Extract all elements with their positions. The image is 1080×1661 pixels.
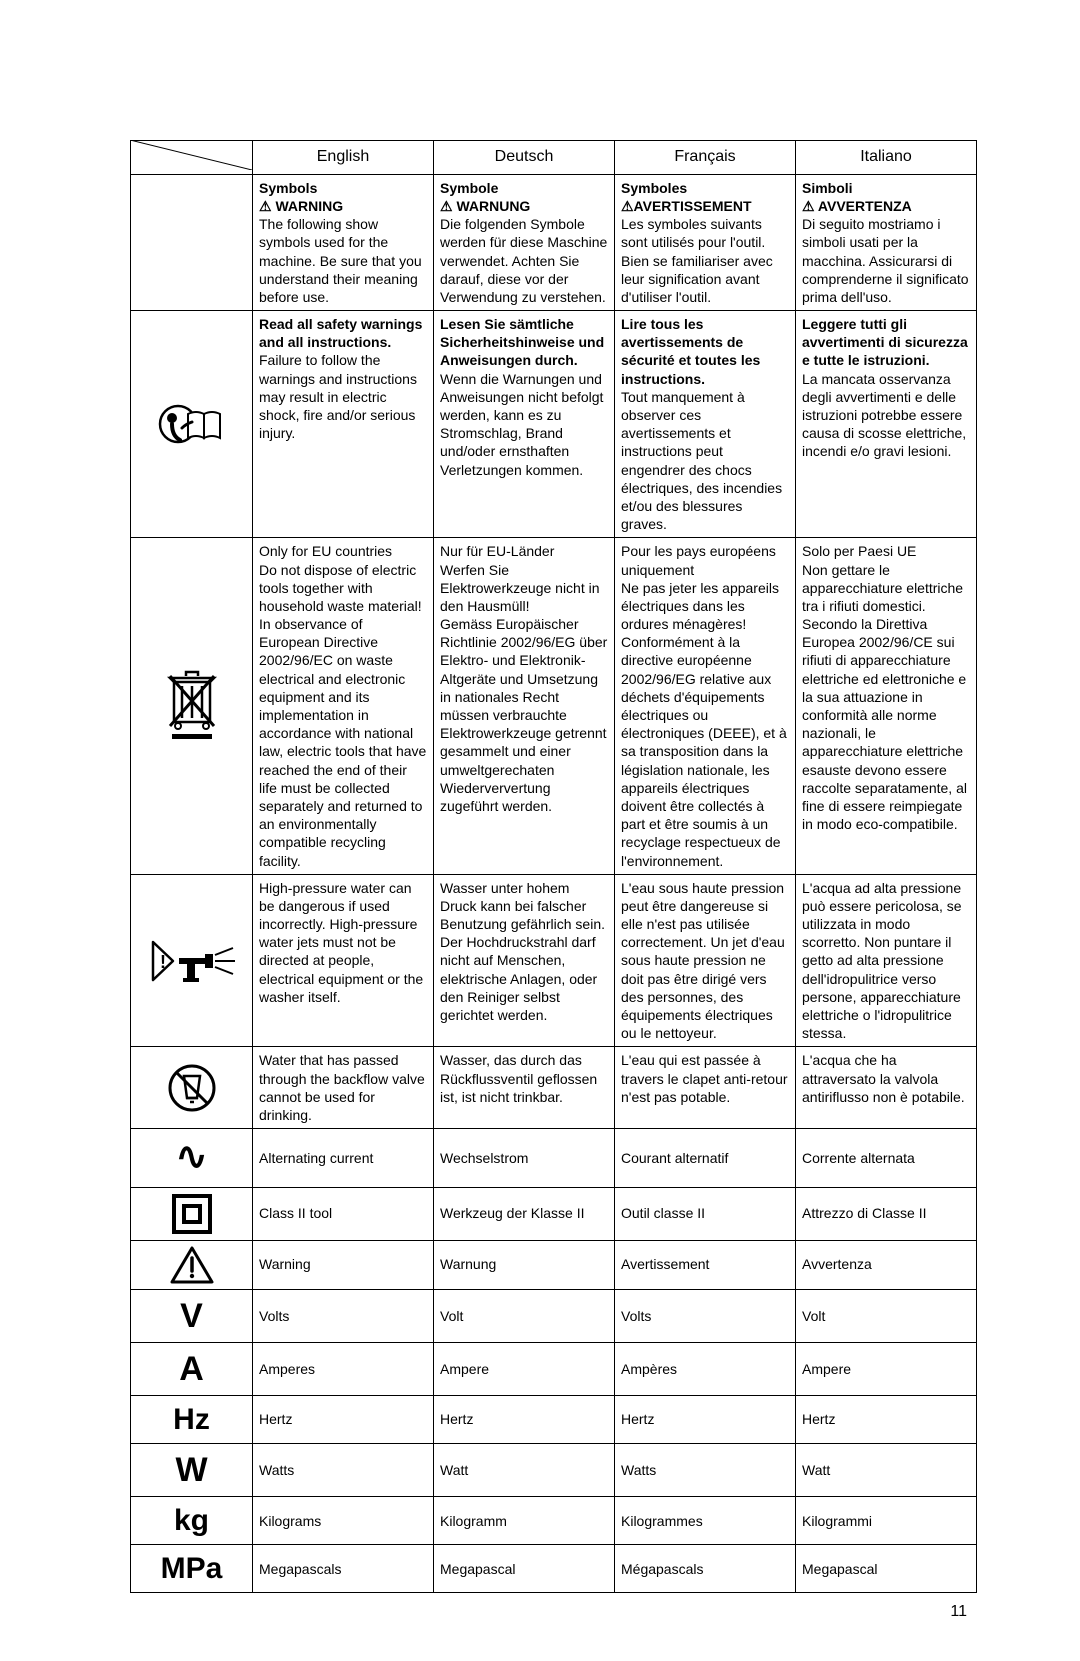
cell-de: Warnung [434,1240,615,1289]
cell-fr: Mégapascals [615,1545,796,1593]
cell-fr: L'eau sous haute pression peut être dang… [615,874,796,1047]
header-icon-cell [131,141,253,175]
cell-fr: L'eau qui est passée à travers le clapet… [615,1047,796,1129]
cell-fr: Avertissement [615,1240,796,1289]
cell-fr: Pour les pays européens uniquementNe pas… [615,538,796,874]
cell-it: Simboli⚠ AVVERTENZADi seguito mostriamo … [796,174,977,310]
symbol-cell: ! [131,874,253,1047]
table-row: WarningWarnungAvertissementAvvertenza [131,1240,977,1289]
cell-de: Watt [434,1443,615,1496]
cell-en: Volts [253,1289,434,1342]
symbol-cell [131,1047,253,1129]
table-row: Symbols⚠ WARNINGThe following show symbo… [131,174,977,310]
cell-en: Water that has passed through the backfl… [253,1047,434,1129]
cell-de: Nur für EU-LänderWerfen Sie Elektrowerkz… [434,538,615,874]
cell-en: High-pressure water can be dangerous if … [253,874,434,1047]
table-row: Class II toolWerkzeug der Klasse IIOutil… [131,1187,977,1240]
cell-de: Lesen Sie sämtliche Sicherheitshinweise … [434,311,615,538]
cell-fr: Volts [615,1289,796,1342]
table-row: Water that has passed through the backfl… [131,1047,977,1129]
cell-en: Only for EU countriesDo not dispose of e… [253,538,434,874]
cell-it: Ampere [796,1342,977,1395]
symbol-cell [131,1187,253,1240]
cell-en: Amperes [253,1342,434,1395]
cell-de: Kilogramm [434,1497,615,1545]
cell-it: L'acqua ad alta pressione può essere per… [796,874,977,1047]
symbol-cell [131,174,253,310]
cell-de: Ampere [434,1342,615,1395]
table-row: HzHertzHertzHertzHertz [131,1395,977,1443]
cell-de: Symbole⚠ WARNUNGDie folgenden Symbole we… [434,174,615,310]
cell-en: Alternating current [253,1129,434,1187]
table-row: WWattsWattWattsWatt [131,1443,977,1496]
symbol-cell: kg [131,1497,253,1545]
cell-en: Warning [253,1240,434,1289]
symbol-cell [131,1240,253,1289]
svg-text:!: ! [160,952,166,972]
cell-it: Hertz [796,1395,977,1443]
cell-en: Watts [253,1443,434,1496]
cell-fr: Hertz [615,1395,796,1443]
cell-it: Megapascal [796,1545,977,1593]
cell-en: Kilograms [253,1497,434,1545]
symbol-cell: MPa [131,1545,253,1593]
symbol-cell: ∿ [131,1129,253,1187]
cell-it: Leggere tutti gli avvertimenti di sicure… [796,311,977,538]
cell-it: Avvertenza [796,1240,977,1289]
cell-en: Read all safety warnings and all instruc… [253,311,434,538]
cell-it: Watt [796,1443,977,1496]
header-it: Italiano [796,141,977,175]
cell-fr: Kilogrammes [615,1497,796,1545]
cell-it: Volt [796,1289,977,1342]
header-en: English [253,141,434,175]
cell-fr: Outil classe II [615,1187,796,1240]
cell-it: Corrente alternata [796,1129,977,1187]
cell-en: Class II tool [253,1187,434,1240]
header-de: Deutsch [434,141,615,175]
cell-de: Hertz [434,1395,615,1443]
symbol-cell: W [131,1443,253,1496]
cell-de: Wasser, das durch das Rückflussventil ge… [434,1047,615,1129]
symbol-cell [131,538,253,874]
cell-it: Attrezzo di Classe II [796,1187,977,1240]
table-row: AAmperesAmpereAmpèresAmpere [131,1342,977,1395]
cell-it: Solo per Paesi UENon gettare le apparecc… [796,538,977,874]
table-row: ∿Alternating currentWechselstromCourant … [131,1129,977,1187]
cell-en: Symbols⚠ WARNINGThe following show symbo… [253,174,434,310]
cell-de: Megapascal [434,1545,615,1593]
table-row: kgKilogramsKilogrammKilogrammesKilogramm… [131,1497,977,1545]
cell-fr: Symboles⚠AVERTISSEMENTLes symboles suiva… [615,174,796,310]
table-row: MPaMegapascalsMegapascalMégapascalsMegap… [131,1545,977,1593]
symbol-cell: Hz [131,1395,253,1443]
symbol-cell [131,311,253,538]
page-number: 11 [130,1603,975,1621]
cell-de: Wasser unter hohem Druck kann bei falsch… [434,874,615,1047]
table-row: Read all safety warnings and all instruc… [131,311,977,538]
cell-fr: Lire tous les avertissements de sécurité… [615,311,796,538]
table-row: VVoltsVoltVoltsVolt [131,1289,977,1342]
cell-fr: Courant alternatif [615,1129,796,1187]
table-row: Only for EU countriesDo not dispose of e… [131,538,977,874]
symbol-cell: V [131,1289,253,1342]
cell-en: Hertz [253,1395,434,1443]
symbols-table: English Deutsch Français Italiano Symbol… [130,140,977,1593]
cell-it: L'acqua che ha attraversato la valvola a… [796,1047,977,1129]
cell-en: Megapascals [253,1545,434,1593]
header-fr: Français [615,141,796,175]
cell-it: Kilogrammi [796,1497,977,1545]
cell-de: Volt [434,1289,615,1342]
cell-de: Wechselstrom [434,1129,615,1187]
table-row: ! High-pressure water can be dangerous if… [131,874,977,1047]
header-row: English Deutsch Français Italiano [131,141,977,175]
cell-fr: Ampères [615,1342,796,1395]
cell-de: Werkzeug der Klasse II [434,1187,615,1240]
symbol-cell: A [131,1342,253,1395]
cell-fr: Watts [615,1443,796,1496]
